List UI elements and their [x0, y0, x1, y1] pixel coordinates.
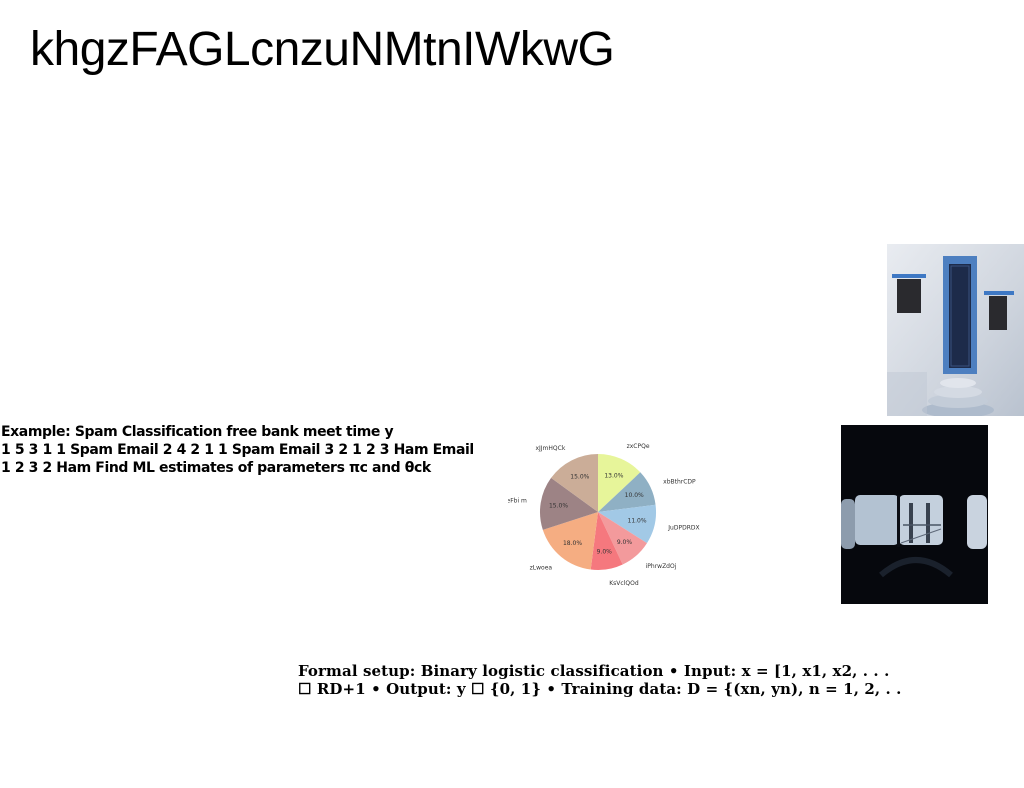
- pie-slice-label: zLwoea: [530, 564, 553, 571]
- pie-slice-percent: 9.0%: [617, 539, 633, 546]
- window-photo-image: [841, 425, 988, 604]
- pie-slice: [551, 454, 598, 512]
- pie-chart: 13.0% zxCPQe 10.0% xbBthrCDP 11.0% JuDPDRDX 9.…: [508, 428, 704, 624]
- pie-slice: [542, 512, 598, 570]
- spam-example-line: Example: Spam Classification free bank m…: [1, 424, 394, 440]
- pie-slice-percent: 15.0%: [570, 473, 589, 480]
- pie-slice-label: iPhrwZdOj: [646, 563, 677, 570]
- spam-example-line: 1 5 3 1 1 Spam Email 2 4 2 1 1 Spam Emai…: [1, 442, 474, 458]
- pie-slice-label: KsVclQOd: [609, 580, 639, 587]
- pie-slice-percent: 10.0%: [625, 492, 644, 499]
- window-photo: [841, 425, 988, 604]
- pie-chart-svg: 13.0% zxCPQe 10.0% xbBthrCDP 11.0% JuDPDRDX 9.…: [508, 443, 700, 587]
- pie-slice-percent: 18.0%: [563, 540, 582, 547]
- pie-slice: [598, 454, 641, 512]
- pie-slice-percent: 13.0%: [604, 472, 623, 479]
- spam-example-line: 1 2 3 2 Ham Find ML estimates of paramet…: [1, 460, 431, 476]
- pie-slice: [598, 472, 656, 512]
- pie-slice: [540, 477, 598, 530]
- pie-slice-percent: 11.0%: [628, 518, 647, 525]
- formal-setup-text: Formal setup: Binary logistic classifica…: [298, 662, 958, 698]
- pie-slice-percent: 9.0%: [597, 549, 613, 556]
- slide-title: khgzFAGLcnzuNMtnIWkwG: [30, 23, 615, 76]
- pie-slice-percent: 15.0%: [549, 503, 568, 510]
- pie-slice: [598, 504, 656, 544]
- formal-setup-line: ☐ RD+1 • Output: y ☐ {0, 1} • Training d…: [298, 680, 902, 698]
- pie-slice: [598, 512, 647, 565]
- pie-slice-label: xbBthrCDP: [663, 478, 696, 485]
- pie-slice-label: eFbi m: [508, 498, 527, 505]
- door-photo: [887, 244, 1024, 416]
- door-photo-image: [887, 244, 1024, 416]
- spam-example-text: Example: Spam Classification free bank m…: [1, 423, 474, 477]
- pie-slice: [590, 512, 623, 570]
- pie-slice-label: zxCPQe: [627, 443, 650, 450]
- pie-slice-label: JuDPDRDX: [667, 525, 699, 532]
- pie-slice-label: xJJmHQCk: [535, 445, 565, 452]
- formal-setup-line: Formal setup: Binary logistic classifica…: [298, 662, 890, 680]
